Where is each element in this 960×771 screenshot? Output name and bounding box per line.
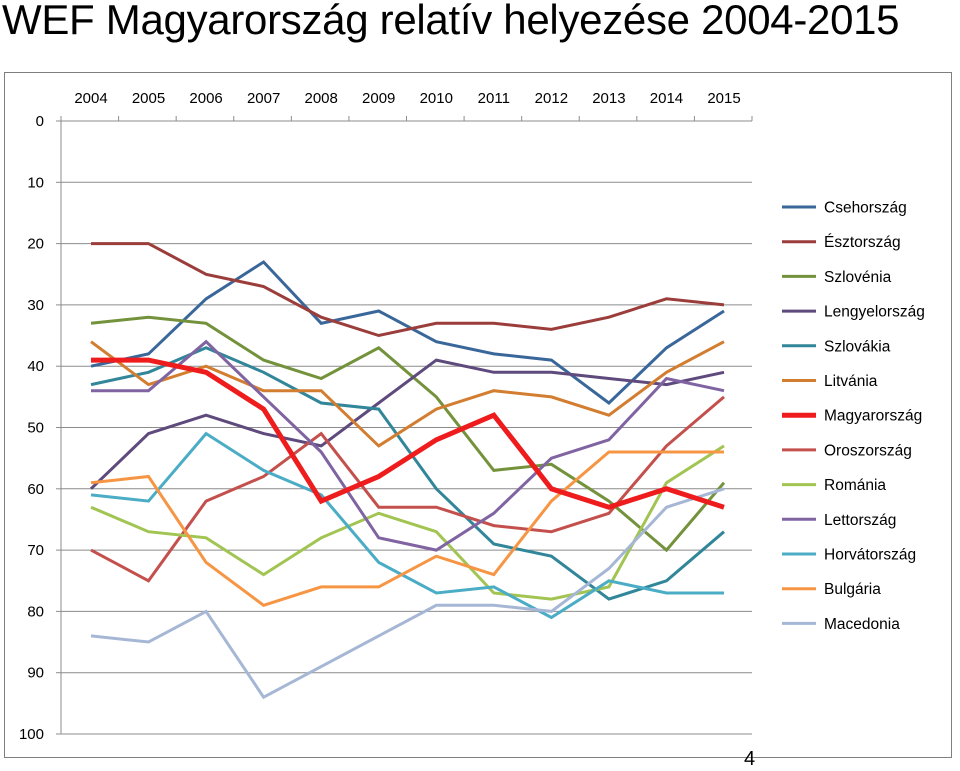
series-line	[90, 431, 724, 620]
x-tick-label: 2005	[132, 90, 165, 107]
axes: 0 10 20 30 40 50 60 70 80 90 100 2004 2005 2006 2007 20…	[19, 90, 753, 743]
y-tick-label: 100	[19, 726, 44, 743]
series-line	[90, 444, 725, 601]
y-tick-label: 80	[27, 603, 44, 620]
legend-label: Észtország	[824, 234, 901, 251]
gridlines	[61, 181, 752, 735]
legend: Csehország Észtország Szlovénia Lengyelorsz…	[782, 200, 925, 633]
y-tick-label: 40	[27, 358, 44, 375]
x-tick-label: 2011	[478, 90, 510, 107]
legend-label: Románia	[824, 477, 886, 494]
x-tick-label: 2007	[247, 90, 280, 107]
x-tick-label: 2015	[707, 90, 740, 107]
y-tick-label: 60	[27, 481, 44, 498]
x-tick-label: 2009	[362, 90, 395, 107]
page-number: 4	[744, 748, 756, 770]
y-tick-label: 70	[27, 542, 44, 559]
x-tick-label: 2004	[74, 90, 107, 107]
legend-label: Bulgária	[824, 581, 881, 598]
x-tick-label: 2010	[420, 90, 453, 107]
y-tick-label: 0	[36, 113, 44, 130]
series-line	[90, 487, 725, 700]
x-tick-label: 2012	[535, 90, 568, 107]
series-lines	[89, 242, 726, 700]
x-tick-label: 2013	[592, 90, 625, 107]
series-line	[91, 357, 725, 510]
y-tick-label: 10	[27, 174, 44, 191]
legend-label: Macedonia	[824, 616, 900, 633]
series-line	[90, 450, 724, 607]
x-tick-label: 2008	[304, 90, 337, 107]
series-line	[91, 242, 725, 338]
series-line	[90, 346, 725, 601]
legend-label: Szlovákia	[824, 338, 891, 355]
legend-label: Lengyelország	[824, 304, 925, 321]
slide-title: WEF Magyarország relatív helyezése 2004-…	[2, 0, 900, 43]
legend-label: Magyarország	[824, 408, 922, 425]
y-tick-label: 50	[27, 420, 44, 437]
legend-label: Litvánia	[824, 373, 878, 390]
x-tick-label: 2006	[189, 90, 222, 107]
x-tick-label: 2014	[650, 90, 683, 107]
legend-label: Horvátország	[824, 547, 916, 564]
series-line	[91, 339, 725, 552]
y-tick-label: 30	[27, 297, 44, 314]
legend-label: Oroszország	[824, 442, 912, 459]
legend-label: Lettország	[824, 512, 896, 529]
legend-label: Csehország	[824, 200, 907, 217]
y-tick-label: 90	[27, 665, 44, 682]
series-line	[90, 260, 725, 405]
series-line	[89, 358, 725, 490]
legend-label: Szlovénia	[824, 269, 892, 286]
series-line	[90, 315, 726, 553]
y-tick-label: 20	[27, 236, 44, 253]
